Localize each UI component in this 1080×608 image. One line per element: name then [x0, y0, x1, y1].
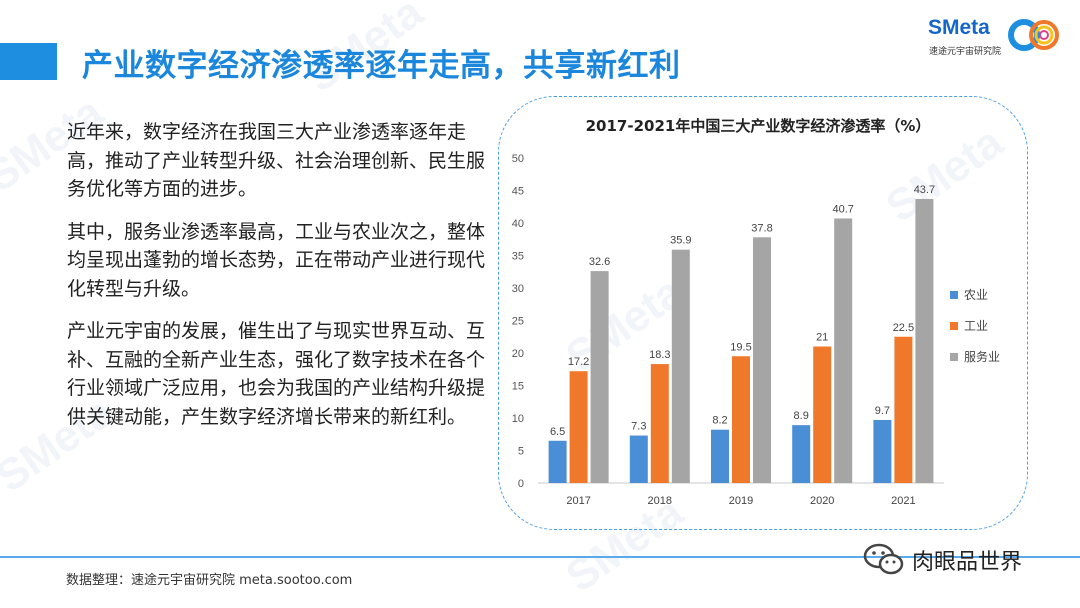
y-tick-label: 0: [518, 478, 524, 490]
wechat-icon: [863, 543, 904, 575]
x-tick-label: 2019: [729, 495, 753, 507]
data-label: 43.7: [914, 184, 935, 196]
logo-text: SMeta: [928, 16, 990, 39]
data-label: 40.7: [832, 203, 853, 215]
bar-industry: [569, 371, 588, 483]
logo-subtitle: 速途元宇宙研究院: [929, 47, 1002, 57]
y-tick-label: 30: [512, 283, 524, 295]
legend-swatch: [950, 353, 958, 361]
y-tick-label: 40: [512, 218, 524, 230]
legend-swatch: [950, 291, 958, 299]
bar-services: [671, 249, 690, 483]
y-tick-label: 45: [512, 186, 524, 198]
legend-swatch: [950, 322, 958, 330]
legend-label: 服务业: [964, 349, 1000, 364]
chart-frame: [498, 96, 1028, 530]
bar-services: [915, 198, 934, 483]
y-tick-label: 20: [512, 348, 524, 360]
data-label: 9.7: [875, 405, 890, 417]
data-label: 7.3: [631, 421, 646, 433]
y-tick-label: 25: [512, 316, 524, 328]
bar-agriculture: [629, 435, 648, 483]
paragraph: 产业元宇宙的发展，催生出了与现实世界互动、互补、互融的全新产业生态，强化了数字技…: [67, 320, 486, 428]
data-label: 8.9: [794, 410, 809, 422]
data-label: 17.2: [568, 356, 589, 368]
brand-logo: SMeta 速途元宇宙研究院: [928, 14, 1063, 60]
x-tick-label: 2020: [810, 495, 834, 507]
bar-industry: [650, 364, 669, 483]
y-tick-label: 50: [512, 153, 524, 165]
bar-agriculture: [711, 429, 729, 483]
wechat-account: 肉眼品世界: [858, 540, 1058, 580]
bar-agriculture: [792, 425, 811, 483]
data-label: 37.8: [751, 222, 772, 234]
data-label: 6.5: [550, 426, 565, 438]
data-label: 8.2: [712, 415, 727, 427]
x-tick-label: 2018: [648, 495, 672, 507]
bar-industry: [894, 336, 913, 483]
wechat-name: 肉眼品世界: [912, 550, 1023, 575]
body-text: 近年来，数字经济在我国三大产业渗透率逐年走高，推动了产业转型升级、社会治理创新、…: [67, 118, 487, 445]
data-label: 22.5: [893, 322, 914, 334]
y-tick-label: 5: [518, 446, 524, 458]
bar-agriculture: [873, 419, 892, 483]
data-label: 32.6: [589, 256, 610, 268]
y-tick-label: 10: [512, 413, 524, 425]
bar-services: [753, 237, 771, 483]
source-note: 数据整理：速途元宇宙研究院 meta.sootoo.com: [66, 573, 353, 588]
y-tick-label: 35: [512, 251, 524, 263]
data-label: 35.9: [670, 235, 691, 247]
page-title: 产业数字经济渗透率逐年走高，共享新红利: [82, 48, 681, 84]
data-label: 19.5: [730, 341, 751, 353]
footer-divider: [0, 556, 1080, 558]
bar-services: [590, 271, 609, 483]
paragraph: 近年来，数字经济在我国三大产业渗透率逐年走高，推动了产业转型升级、社会治理创新、…: [67, 121, 486, 200]
logo-rings-icon: [1008, 19, 1059, 51]
title-accent-bar: [0, 43, 57, 80]
bar-industry: [732, 356, 750, 483]
bar-services: [834, 218, 853, 483]
chart-title: 2017-2021年中国三大产业数字经济渗透率（%）: [586, 117, 931, 135]
y-tick-label: 15: [512, 381, 524, 393]
data-label: 21: [816, 332, 828, 344]
legend-label: 工业: [964, 319, 988, 333]
bar-chart: 2017-2021年中国三大产业数字经济渗透率（%） 0 5 10 15 20 25 30 35…: [512, 117, 1000, 507]
data-label: 18.3: [649, 349, 670, 361]
bar-agriculture: [548, 440, 567, 483]
legend-label: 农业: [964, 288, 988, 302]
bar-industry: [813, 346, 832, 483]
x-tick-label: 2017: [566, 495, 590, 507]
x-tick-label: 2021: [891, 495, 915, 507]
paragraph: 其中，服务业渗透率最高，工业与农业次之，整体均呈现出蓬勃的增长态势，正在带动产业…: [67, 220, 486, 300]
